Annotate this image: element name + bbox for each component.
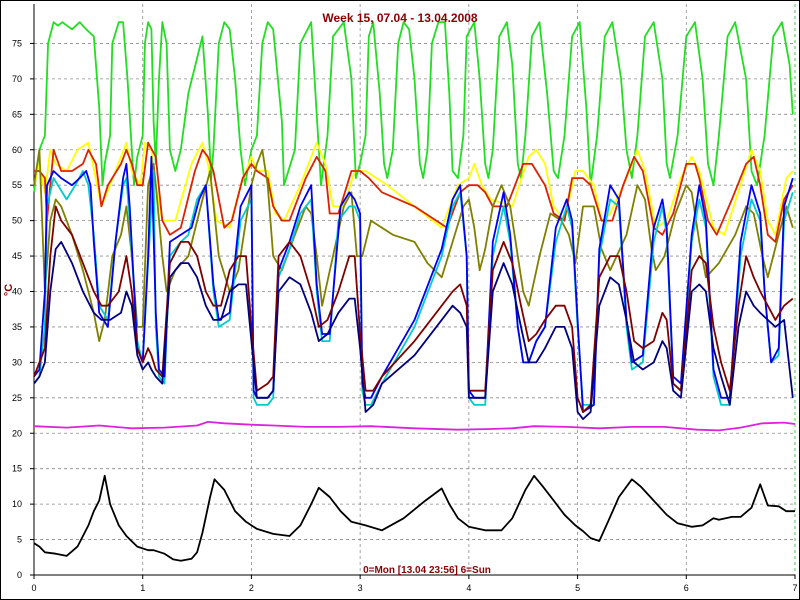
x-tick-label: 3	[358, 583, 363, 593]
y-tick-label: 70	[12, 74, 22, 84]
y-tick-label: 40	[12, 287, 22, 297]
chart-title: Week 15, 07.04 - 13.04.2008	[322, 11, 478, 25]
y-tick-label: 5	[17, 535, 22, 545]
series-layer	[33, 21, 796, 562]
x-tick-label: 6	[684, 583, 689, 593]
x-tick-label: 5	[575, 583, 580, 593]
series-line-7	[33, 205, 794, 413]
x-tick-label: 2	[249, 583, 254, 593]
y-tick-label: 65	[12, 109, 22, 119]
axes-layer	[30, 4, 796, 579]
series-line-1	[33, 21, 794, 193]
y-tick-label: 30	[12, 357, 22, 367]
y-tick-label: 25	[12, 393, 22, 403]
y-tick-label: 55	[12, 180, 22, 190]
y-tick-label: 60	[12, 145, 22, 155]
x-tick-label: 1	[140, 583, 145, 593]
y-tick-label: 75	[12, 38, 22, 48]
x-tick-label: 7	[792, 583, 797, 593]
series-line-10	[33, 474, 795, 562]
y-tick-label: 35	[12, 322, 22, 332]
y-tick-label: 45	[12, 251, 22, 261]
series-line-8	[33, 240, 794, 421]
y-tick-label: 0	[17, 570, 22, 580]
chart-footer: 0=Mon [13.04 23:56] 6=Sun	[363, 565, 491, 576]
y-tick-label: 50	[12, 216, 22, 226]
x-tick-label: 0	[31, 583, 36, 593]
series-line-9	[33, 420, 796, 432]
series-line-3	[34, 141, 794, 243]
y-tick-label: 15	[12, 464, 22, 474]
y-axis-label: °C	[3, 284, 15, 296]
y-tick-label: 20	[12, 428, 22, 438]
y-tick-label: 10	[12, 499, 22, 509]
x-tick-label: 4	[466, 583, 471, 593]
